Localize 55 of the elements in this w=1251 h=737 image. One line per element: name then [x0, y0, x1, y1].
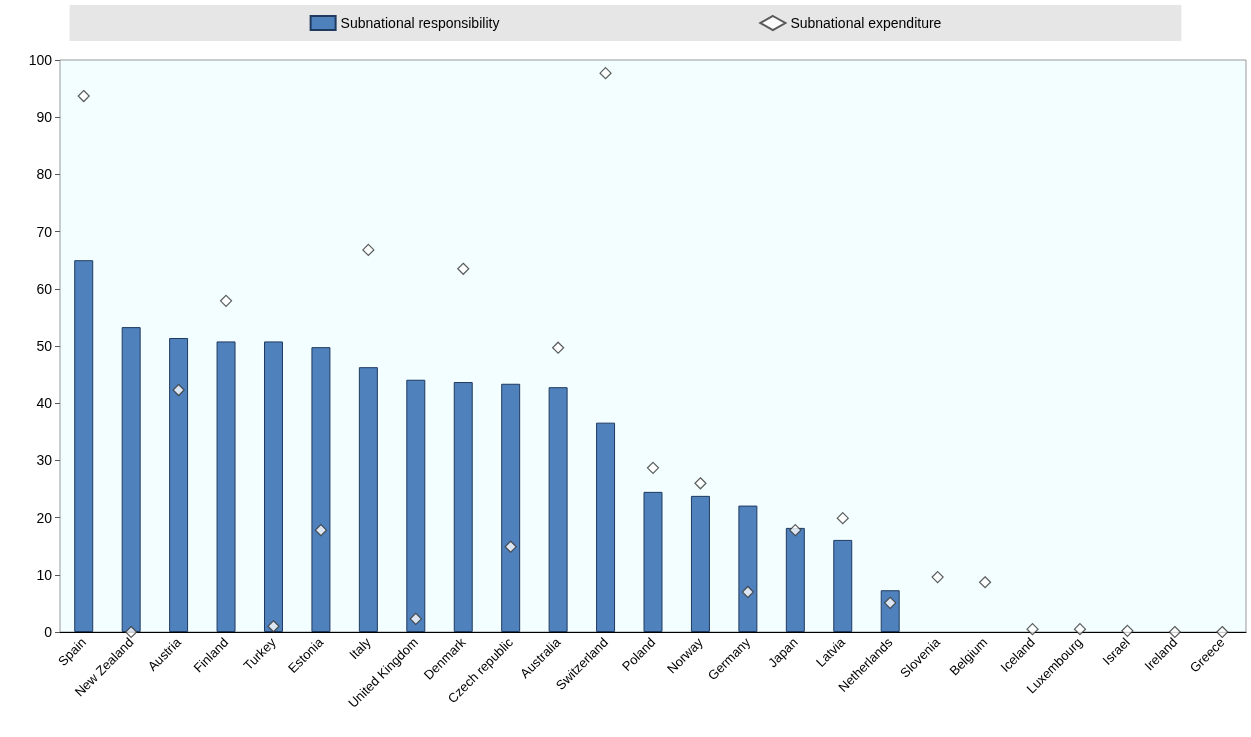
point: [978, 576, 992, 589]
point: [599, 67, 612, 80]
bar: [833, 539, 853, 632]
point: [267, 620, 280, 633]
point: [694, 477, 707, 490]
bar: [643, 491, 663, 632]
bar: [501, 383, 521, 632]
bar: [548, 387, 568, 632]
y-tick-label: 60: [36, 280, 53, 297]
y-tick-label: 50: [36, 338, 53, 354]
y-tick-label: 0: [44, 624, 53, 640]
point: [362, 243, 375, 256]
point: [552, 341, 565, 354]
point: [125, 625, 138, 639]
point: [219, 294, 233, 307]
legend-label: Subnational responsibility: [340, 15, 500, 31]
point: [314, 524, 328, 537]
point: [741, 585, 754, 599]
bar: [216, 341, 236, 632]
point: [836, 512, 849, 525]
point: [1026, 623, 1039, 636]
y-tick-label: 30: [36, 452, 53, 469]
point: [172, 383, 185, 397]
bar: [596, 422, 616, 632]
y-tick-label: 100: [28, 52, 53, 68]
y-tick-label: 70: [36, 223, 53, 240]
y-tick-label: 90: [36, 109, 53, 126]
y-tick-label: 40: [36, 395, 53, 412]
point: [457, 262, 470, 275]
point: [504, 540, 517, 553]
point: [931, 570, 944, 584]
point: [646, 461, 660, 474]
point: [1216, 625, 1229, 639]
bar: [785, 527, 805, 632]
bar: [121, 327, 141, 632]
bar: [169, 337, 189, 632]
bar: [263, 341, 283, 632]
point: [409, 612, 422, 625]
y-tick-label: 20: [36, 509, 53, 526]
bar: [738, 505, 758, 632]
point: [789, 524, 802, 537]
point: [884, 596, 897, 609]
bar: [311, 347, 331, 632]
bar: [690, 495, 710, 632]
x-tick-label: Italy: [346, 634, 375, 663]
bar: [406, 379, 426, 632]
point: [1073, 623, 1087, 636]
legend-label: Subnational expenditure: [790, 15, 942, 31]
point: [77, 89, 90, 103]
bar: [358, 367, 378, 632]
bar: [453, 382, 473, 632]
y-tick-label: 10: [36, 566, 53, 583]
point: [1121, 624, 1134, 637]
y-tick-label: 80: [36, 166, 53, 183]
bar: [74, 260, 94, 632]
